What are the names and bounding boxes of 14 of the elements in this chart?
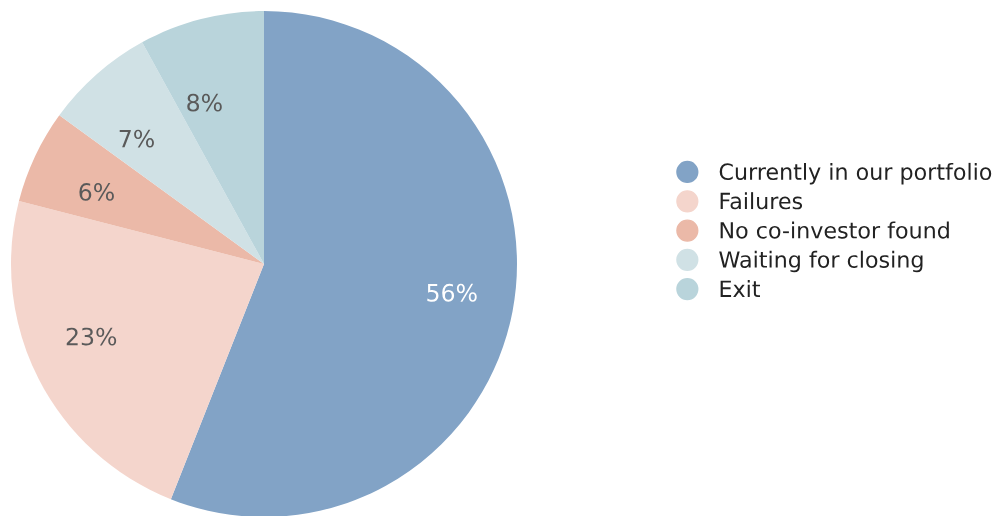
data-label: 6% [79,182,114,201]
pie-slice [170,11,517,516]
pie-slice [11,201,264,500]
data-label: 8% [187,93,222,112]
pie-slice [59,42,264,264]
data-label: 7% [119,129,154,148]
data-label: 23% [66,327,117,346]
data-label: 56% [427,283,477,302]
legend-label: Exit [720,280,760,297]
legend-label: Currently in our portfolio [719,162,992,185]
pie-slice [18,115,264,264]
legend-label: Failures [720,192,803,210]
legend-label: No co-investor found [720,221,949,239]
legend-label: Waiting for closing [719,250,923,273]
